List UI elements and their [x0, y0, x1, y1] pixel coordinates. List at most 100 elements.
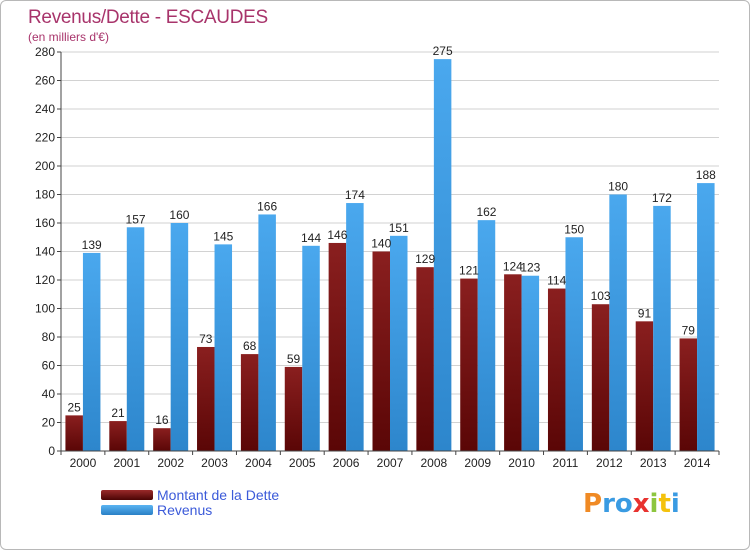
bar-revenus: [609, 194, 627, 451]
x-tick-label: 2010: [508, 456, 535, 470]
data-label-dette: 16: [155, 413, 169, 427]
x-tick-label: 2009: [464, 456, 491, 470]
bar-revenus: [433, 59, 452, 451]
x-tick-label: 2000: [70, 456, 97, 470]
x-tick-label: 2008: [421, 456, 448, 470]
data-label-dette: 129: [415, 252, 435, 266]
y-axis: 0 20 40 60 80 100 120 140 160 180 200 220 240 260 280: [35, 45, 62, 458]
bar-dette: [240, 354, 259, 451]
data-label-dette: 73: [199, 332, 213, 346]
bar-dette: [460, 278, 478, 451]
logo-letter: r: [602, 489, 615, 519]
bar-dette: [416, 267, 434, 451]
y-tick-label: 80: [42, 330, 56, 344]
legend-swatch-revenus: [101, 505, 153, 515]
bar-revenus: [258, 214, 276, 451]
x-tick-label: 2011: [553, 456, 579, 470]
bar-revenus: [126, 227, 145, 451]
legend-label-dette: Montant de la Dette: [157, 487, 280, 503]
y-tick-label: 180: [35, 188, 55, 202]
bar-revenus: [653, 205, 671, 451]
bars: [65, 59, 715, 451]
y-tick-label: 0: [48, 444, 55, 458]
data-label-dette: 59: [287, 352, 301, 366]
bar-dette: [328, 242, 347, 451]
logo-letter: P: [583, 489, 603, 519]
bar-dette: [197, 346, 215, 451]
data-label-dette: 21: [111, 406, 125, 420]
y-tick-label: 40: [42, 387, 56, 401]
data-label-revenus: 275: [433, 44, 453, 58]
data-label-revenus: 144: [301, 231, 321, 245]
data-label-revenus: 150: [564, 222, 584, 236]
legend-label-revenus: Revenus: [157, 502, 213, 518]
data-label-dette: 103: [591, 289, 611, 303]
data-labels: 25 139 21 157 16 160 73 145 68 166 59 144 146 174 140 1…: [68, 44, 717, 427]
bar-revenus: [390, 235, 408, 451]
data-label-revenus: 162: [476, 205, 496, 219]
x-tick-label: 2012: [596, 456, 623, 470]
data-label-revenus: 180: [608, 180, 628, 194]
y-tick-label: 20: [42, 416, 56, 430]
y-tick-label: 160: [35, 216, 55, 230]
data-label-revenus: 139: [82, 238, 102, 252]
data-label-dette: 114: [547, 274, 566, 288]
bar-dette: [65, 415, 83, 451]
data-label-dette: 124: [503, 259, 523, 273]
data-label-revenus: 172: [652, 191, 672, 205]
y-tick-label: 220: [35, 131, 55, 145]
logo-letter: t: [658, 489, 671, 519]
data-label-revenus: 145: [213, 229, 233, 243]
bar-dette: [679, 338, 698, 451]
x-tick-label: 2003: [201, 456, 228, 470]
bar-revenus: [82, 252, 101, 451]
x-axis: 2000 2001 2002 2003 2004 2005 2006 2007 2008 2009…: [60, 450, 720, 470]
y-tick-label: 120: [35, 273, 55, 287]
proxiti-logo: Proxiti: [583, 489, 680, 519]
y-tick-label: 200: [35, 159, 55, 173]
logo-letter: o: [614, 489, 633, 519]
data-label-dette: 140: [371, 237, 391, 251]
logo-letter: i: [649, 489, 659, 519]
bar-revenus: [346, 203, 364, 451]
y-tick-label: 260: [35, 74, 55, 88]
bar-dette: [547, 288, 566, 451]
bar-revenus: [302, 245, 320, 451]
bar-dette: [504, 274, 522, 451]
data-label-revenus: 188: [696, 168, 716, 182]
data-label-dette: 25: [68, 400, 82, 414]
bar-dette: [372, 251, 390, 451]
x-tick-label: 2001: [113, 456, 140, 470]
data-label-dette: 121: [459, 264, 479, 278]
data-label-dette: 68: [243, 339, 257, 353]
bar-revenus: [214, 244, 233, 451]
x-tick-label: 2014: [684, 456, 711, 470]
data-label-revenus: 123: [520, 261, 540, 275]
bar-dette: [635, 321, 654, 451]
y-tick-label: 280: [35, 45, 55, 59]
x-tick-label: 2005: [289, 456, 316, 470]
data-label-revenus: 174: [345, 188, 365, 202]
data-label-dette: 146: [327, 228, 347, 242]
x-tick-label: 2007: [377, 456, 404, 470]
bar-dette: [284, 366, 303, 451]
chart-title: Revenus/Dette - ESCAUDES: [28, 7, 268, 28]
bar-revenus: [565, 237, 583, 451]
data-label-revenus: 157: [126, 212, 146, 226]
y-tick-label: 100: [35, 302, 55, 316]
bar-revenus: [477, 220, 496, 451]
y-tick-label: 240: [35, 102, 55, 116]
bar-revenus: [521, 275, 540, 451]
bar-dette: [109, 421, 127, 451]
chart-subtitle: (en milliers d'€): [28, 30, 109, 44]
bar-revenus: [170, 223, 189, 451]
bar-revenus: [697, 183, 715, 451]
data-label-revenus: 166: [257, 199, 277, 213]
data-label-revenus: 160: [169, 208, 189, 222]
x-tick-label: 2013: [640, 456, 667, 470]
legend-swatch-dette: [101, 490, 153, 500]
x-tick-label: 2002: [157, 456, 184, 470]
logo-letter: x: [632, 489, 650, 519]
